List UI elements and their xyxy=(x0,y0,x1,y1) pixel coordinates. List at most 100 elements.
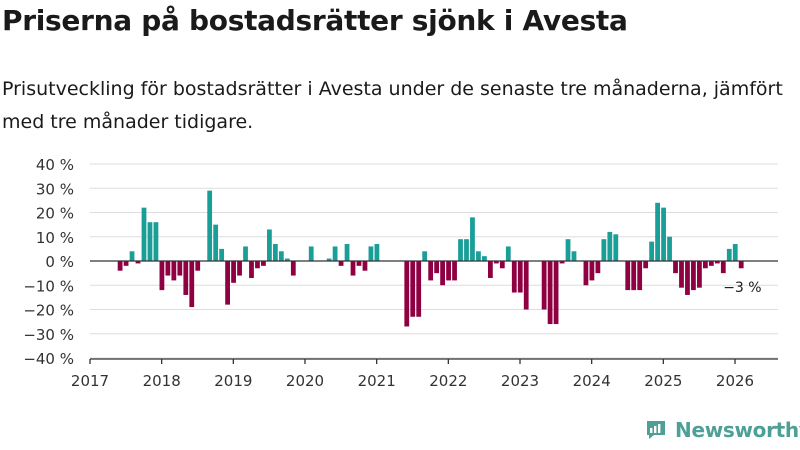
bar xyxy=(141,207,147,261)
bar xyxy=(117,261,123,271)
bar xyxy=(547,261,553,325)
bar xyxy=(523,261,529,310)
bar xyxy=(308,246,314,261)
bar xyxy=(272,244,278,261)
bar xyxy=(147,222,153,261)
bar xyxy=(595,261,601,274)
bar xyxy=(583,261,589,286)
bar xyxy=(476,251,481,261)
x-tick-label: 2020 xyxy=(286,372,324,390)
x-tick-label: 2018 xyxy=(143,372,181,390)
bar xyxy=(499,261,505,269)
bar xyxy=(284,258,290,261)
bar xyxy=(243,246,248,261)
bar xyxy=(702,261,708,269)
y-tick-label: 0 % xyxy=(45,253,74,271)
bar xyxy=(553,261,559,325)
y-tick-label: 10 % xyxy=(36,229,74,247)
bar xyxy=(738,261,744,269)
y-tick-label: 20 % xyxy=(36,205,74,223)
x-tick-label: 2022 xyxy=(429,372,467,390)
bar xyxy=(159,261,165,291)
bar xyxy=(267,229,272,261)
axis-labels: −40 % −30 % −20 % −10 % 0 % 10 % 20 % 30 % 40 % 2… xyxy=(23,156,761,390)
bar xyxy=(464,239,469,261)
bar xyxy=(571,251,577,261)
newsworthy-brand: Newsworthy xyxy=(644,418,800,442)
chart-subtitle: Prisutveckling för bostadsrätter i Avest… xyxy=(2,78,783,133)
bar xyxy=(541,261,547,310)
x-tick-label: 2021 xyxy=(358,372,396,390)
newsworthy-logo-icon xyxy=(647,421,665,439)
bar xyxy=(368,246,374,261)
bar xyxy=(332,246,338,261)
bar xyxy=(446,261,451,281)
x-tick-label: 2025 xyxy=(644,372,682,390)
bar xyxy=(290,261,296,276)
bar xyxy=(482,256,487,261)
bar xyxy=(673,261,678,274)
bar xyxy=(404,261,410,327)
bar xyxy=(362,261,368,271)
bar xyxy=(219,248,225,262)
bar xyxy=(135,261,141,264)
bar xyxy=(726,248,732,262)
bar xyxy=(189,261,195,308)
bar xyxy=(338,261,344,266)
y-tick-label: 30 % xyxy=(36,180,74,198)
y-tick-label: −40 % xyxy=(23,350,74,368)
bar xyxy=(422,251,428,261)
bar xyxy=(195,261,201,271)
bar xyxy=(685,261,690,295)
bar xyxy=(213,224,219,262)
bar xyxy=(470,217,475,261)
bar xyxy=(153,222,159,261)
bar xyxy=(697,261,702,288)
bar xyxy=(732,244,738,261)
bar xyxy=(720,261,726,274)
bar xyxy=(613,234,619,261)
chart-title: Priserna på bostadsrätter sjönk i Avesta xyxy=(2,4,628,37)
bar xyxy=(261,261,266,266)
bar xyxy=(207,190,213,261)
bar xyxy=(171,261,177,281)
y-tick-label: −20 % xyxy=(23,302,74,320)
x-tick-label: 2026 xyxy=(716,372,754,390)
bar xyxy=(505,246,511,261)
bar xyxy=(643,261,649,269)
bar xyxy=(183,261,189,295)
bar xyxy=(416,261,422,317)
bar xyxy=(565,239,571,261)
bar xyxy=(708,261,714,266)
bar xyxy=(691,261,696,291)
bar xyxy=(601,239,607,261)
bar xyxy=(123,261,129,266)
bar xyxy=(655,202,660,261)
bar xyxy=(278,251,284,261)
bar xyxy=(350,261,356,276)
bar xyxy=(511,261,517,293)
bar xyxy=(452,261,457,281)
bar xyxy=(517,261,523,293)
brand-name: Newsworthy xyxy=(675,418,800,442)
bar xyxy=(326,258,332,261)
bar xyxy=(231,261,236,283)
bar-series xyxy=(117,190,744,327)
bar xyxy=(661,207,666,261)
y-tick-label: −10 % xyxy=(23,277,74,295)
bar xyxy=(625,261,631,291)
bar xyxy=(458,239,463,261)
bar xyxy=(440,261,445,286)
bar xyxy=(129,251,135,261)
bar xyxy=(344,244,350,261)
bar xyxy=(714,261,720,264)
bar xyxy=(559,261,565,264)
bar xyxy=(679,261,684,288)
last-value-annotation: −3 % xyxy=(723,280,761,296)
bar xyxy=(493,261,499,264)
bar xyxy=(410,261,416,317)
x-tick-label: 2024 xyxy=(573,372,611,390)
bar xyxy=(255,261,260,269)
bar xyxy=(589,261,595,281)
